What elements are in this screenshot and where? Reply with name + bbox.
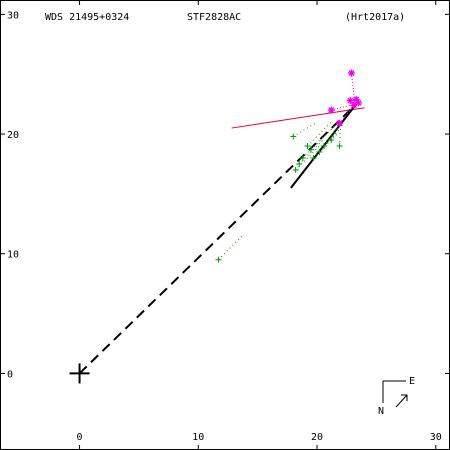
magenta-point-2 [346,97,354,105]
x-tick-label-30: 30 [430,432,442,443]
magenta-residual-3 [350,72,356,105]
compass-arrowhead-icon [401,394,408,401]
x-tick-label-10: 10 [192,432,204,443]
green-residual-0 [218,235,243,261]
y-tick-label-30: 30 [7,10,19,21]
x-tick-labels: 0 10 20 30 [77,432,442,443]
magenta-point-d2-1 [336,120,343,127]
magenta-point-d2-4 [350,102,357,109]
y-tick-label-20: 20 [7,130,19,141]
green-residual-7 [323,121,342,147]
magenta-point-d2-6 [355,99,362,106]
magenta-point-0 [327,106,335,114]
green-point-8 [328,137,335,144]
compass-east-label: E [409,376,415,387]
y-tick-label-0: 0 [7,369,13,380]
header-ref: (Hrt2017a) [345,12,405,23]
y-tick-labels: 0 10 20 30 [7,10,19,380]
x-tick-label-20: 20 [311,432,323,443]
magenta-point-d2-0 [328,107,335,114]
green-point-10 [290,133,297,140]
header-text: WDS 21495+0324 STF2828AC (Hrt2017a) [45,12,405,23]
green-point-6 [316,148,323,155]
magenta-residual-1 [339,103,356,124]
y-tick-label-10: 10 [7,250,19,261]
magenta-point-5 [352,95,360,103]
compass-north-label: N [378,406,384,417]
magenta-point-d2-2 [347,97,354,104]
magenta-point-1 [336,119,344,127]
magenta-point-d2-3 [348,70,355,76]
green-point-0 [215,256,222,263]
magenta-point-3 [347,69,355,77]
green-point-5 [310,154,317,161]
green-point-3 [299,154,306,161]
green-point-9 [336,143,343,150]
magenta-residual-0 [331,103,356,111]
green-residual-11 [310,125,336,150]
header-disc: STF2828AC [187,12,241,23]
dashed-line [78,103,357,375]
green-point-2 [296,160,303,167]
magenta-point-6 [355,99,363,107]
points-layer [215,69,363,263]
primary-layer [69,363,90,384]
compass-arrow-icon [395,394,408,408]
red-line [231,107,365,129]
green-residual-4 [307,121,332,147]
green-residual-10 [293,121,318,137]
x-tick-label-0: 0 [77,432,83,443]
header-wds: WDS 21495+0324 [45,12,129,23]
green-point-4 [304,143,311,150]
green-point-1 [292,166,299,173]
green-residual-1 [295,145,320,171]
green-point-11 [308,146,315,153]
magenta-point-d2-5 [353,96,360,103]
magenta-point-4 [350,101,358,109]
compass: E N [378,376,415,417]
green-point-7 [321,143,328,150]
